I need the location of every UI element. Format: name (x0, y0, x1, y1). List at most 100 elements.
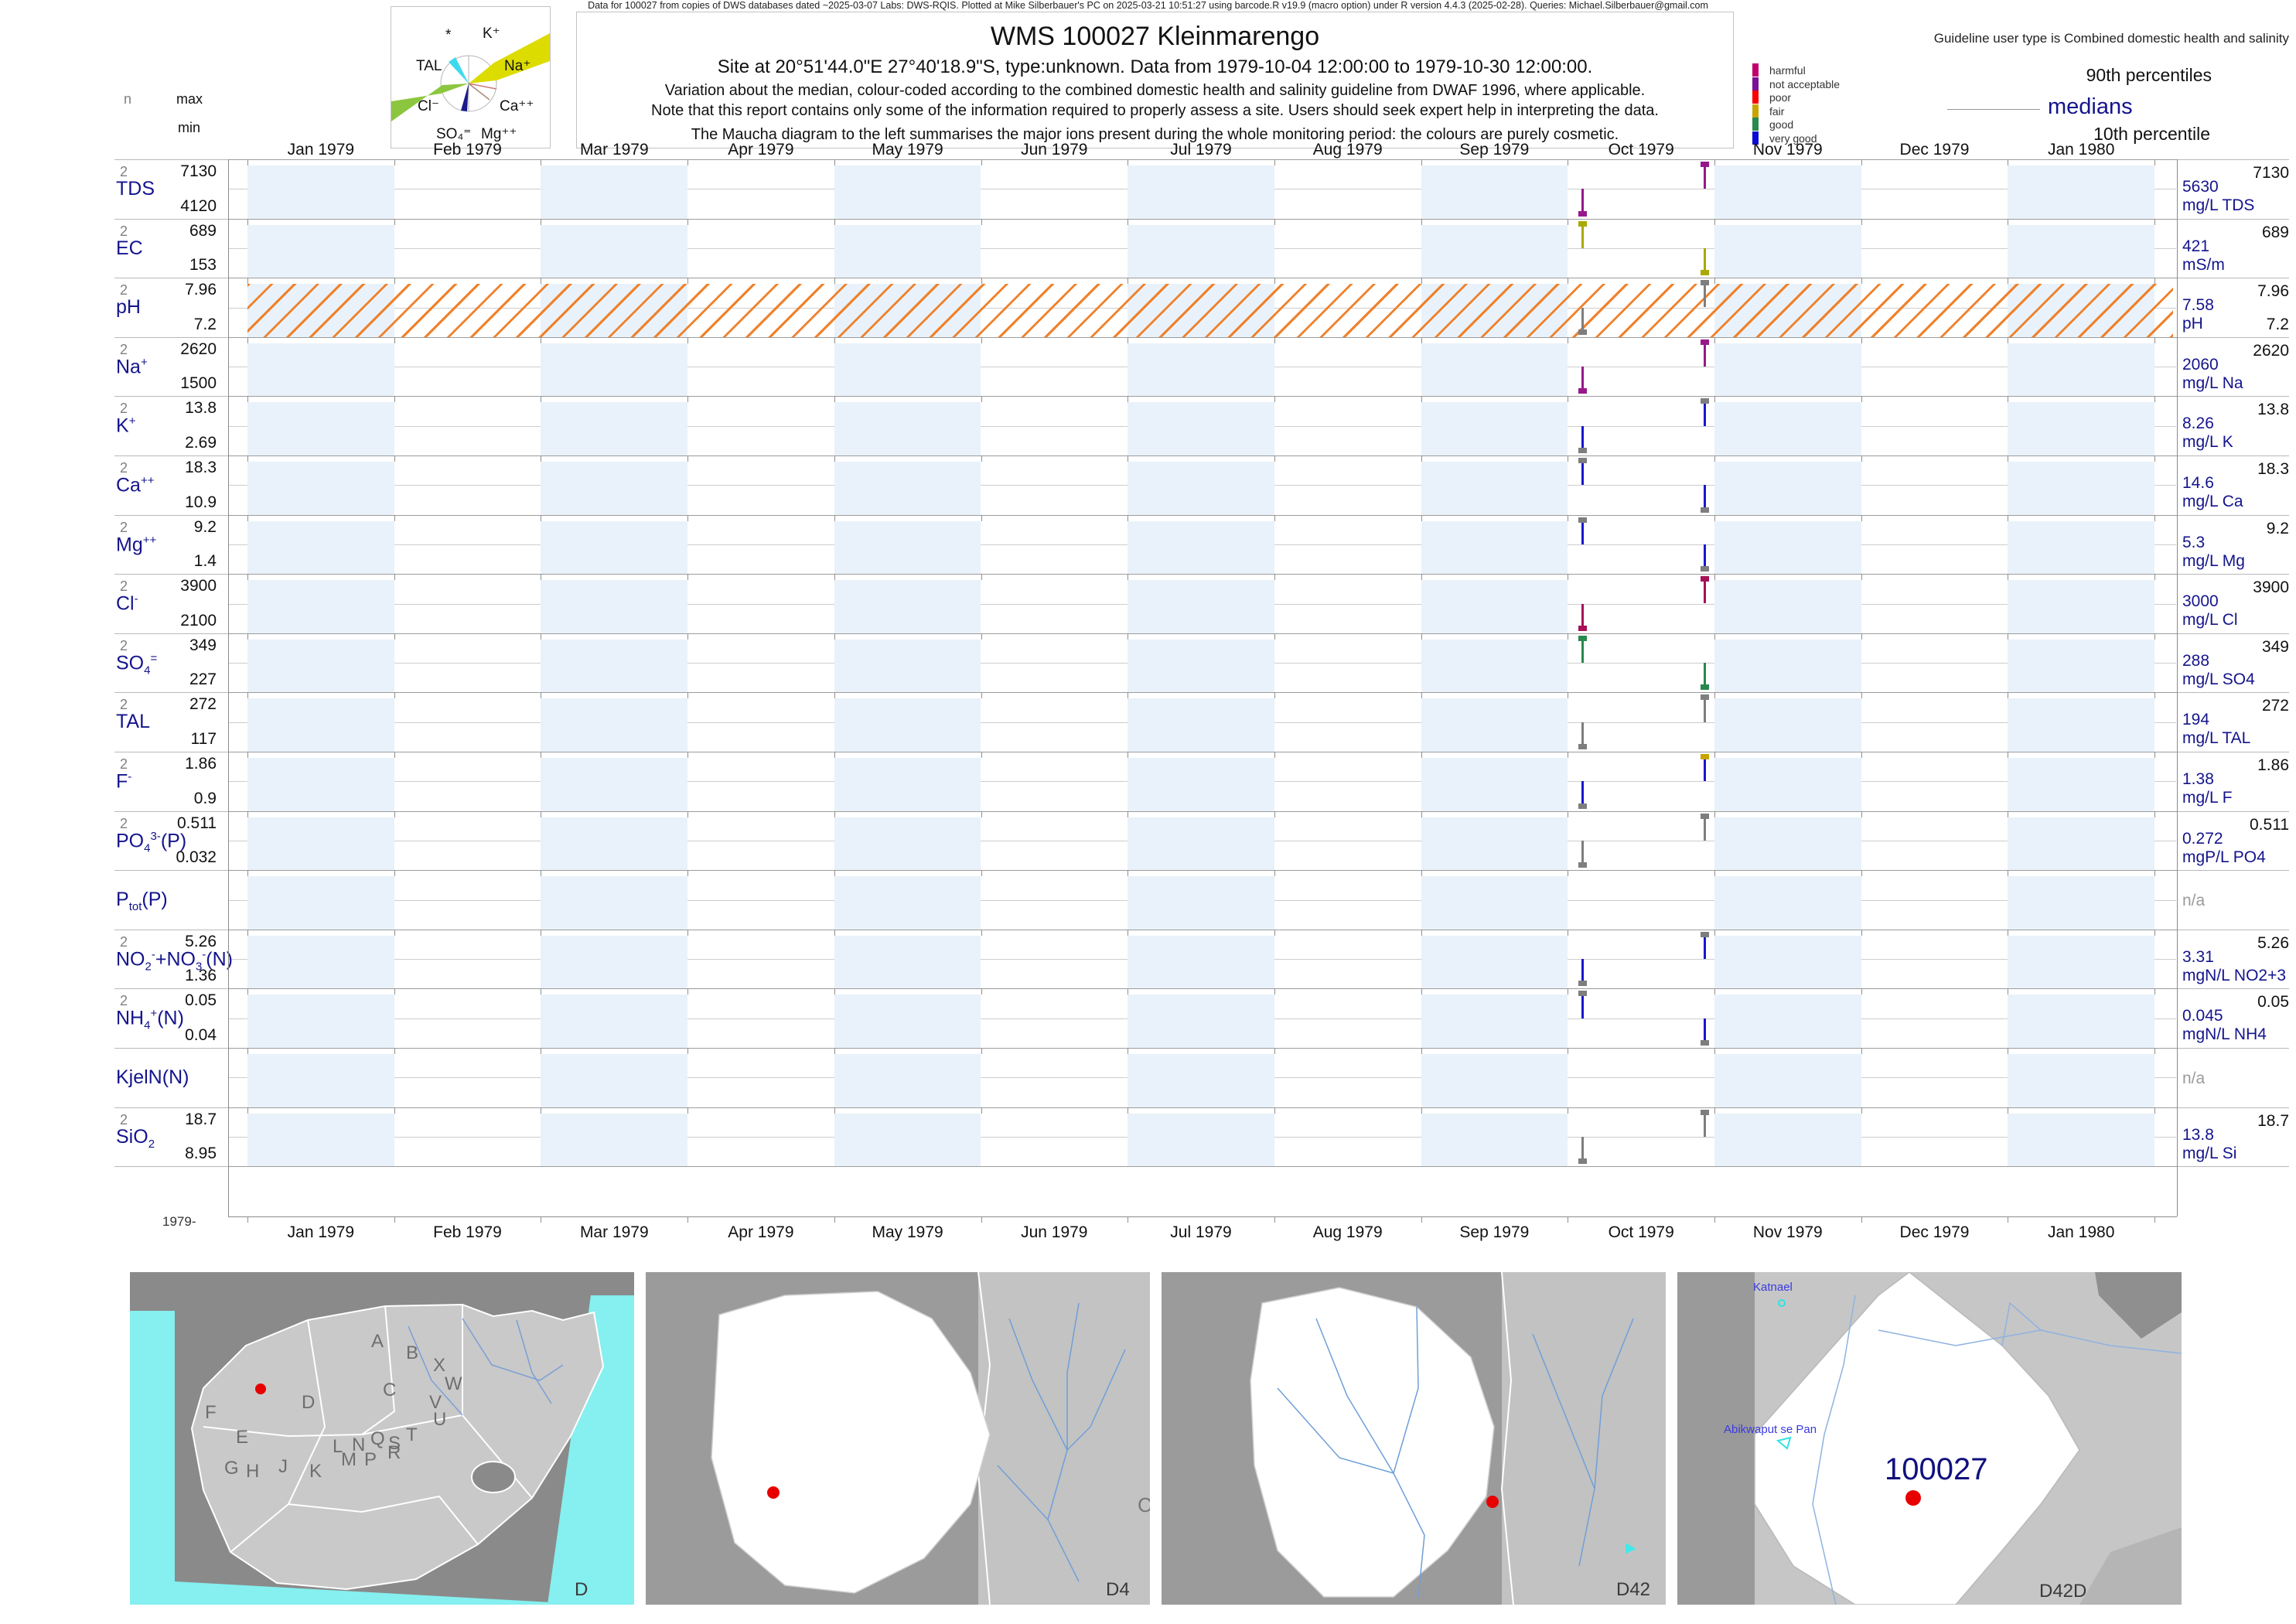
month-shade-band (1421, 402, 1568, 455)
guideline-level-label: very good (1769, 131, 1817, 145)
p10-label: 10th percentile (2093, 124, 2210, 144)
row-unit-label: mgP/L PO4 (2182, 848, 2266, 866)
row-boundary-line-plot (228, 159, 2177, 160)
month-shade-band (541, 224, 688, 278)
month-tick (1861, 988, 1862, 995)
row-max-value: 13.8 (185, 399, 217, 418)
month-tick (1274, 159, 1275, 165)
month-tick (1714, 514, 1715, 521)
month-tick (2154, 692, 2156, 699)
sample-range-bar (1703, 282, 1706, 308)
place-label: Katnael (1753, 1281, 1793, 1294)
row-parameter-label: F- (116, 770, 132, 793)
month-tick (394, 278, 395, 285)
row-right-max-value: 18.3 (2257, 460, 2289, 478)
page-title: WMS 100027 Kleinmarengo (990, 22, 1320, 51)
month-label-bottom: Apr 1979 (728, 1223, 794, 1241)
drainage-letter: L (333, 1436, 343, 1457)
month-label-top: Jul 1979 (1170, 141, 1232, 159)
row-max-value: 689 (189, 221, 217, 240)
month-shade-band (834, 402, 981, 455)
month-tick (2154, 396, 2156, 403)
row-parameter-label: KjelN(N) (116, 1066, 189, 1088)
drainage-letter: U (433, 1409, 446, 1430)
month-label-bottom: Jan 1979 (287, 1223, 355, 1241)
row-unit-label: mg/L TDS (2182, 196, 2255, 214)
row-not-available: n/a (2182, 1070, 2206, 1087)
month-tick (1861, 692, 1862, 699)
month-label-bottom: Jan 1980 (2047, 1223, 2115, 1241)
place-label: Abikwaput se Pan (1724, 1423, 1817, 1436)
month-tick (1714, 1107, 1715, 1114)
row-boundary-line-plot (228, 810, 2177, 812)
row-sample-count: 2 (120, 756, 128, 772)
month-shade-band (2008, 639, 2155, 693)
row-sample-count: 2 (120, 815, 128, 831)
sample-value-marker (1578, 862, 1587, 868)
country-landmass (190, 1303, 605, 1591)
row-unit-label: mg/L SO4 (2182, 670, 2255, 688)
month-shade-band (1714, 343, 1861, 397)
month-tick (394, 1048, 395, 1054)
sample-range-bar (1581, 367, 1584, 392)
row-unit-label: mg/L F (2182, 789, 2233, 807)
month-shade-band (834, 758, 981, 811)
sample-value-marker (1700, 566, 1709, 572)
sample-value-marker (1700, 931, 1709, 937)
row-parameter-label: Ptot(P) (116, 889, 168, 914)
sample-value-marker (1700, 684, 1709, 691)
month-tick (394, 1107, 395, 1114)
row-not-available: n/a (2182, 892, 2206, 910)
month-tick (1421, 870, 1422, 877)
guideline-level-label: poor (1769, 91, 1792, 104)
drainage-letter: A (371, 1331, 384, 1352)
bottom-axis-tick (1274, 1216, 1275, 1223)
bottom-axis-tick (834, 1216, 835, 1223)
month-shade-band (541, 462, 688, 515)
month-tick (687, 336, 689, 343)
month-tick (394, 218, 395, 225)
month-shade-band (2008, 520, 2155, 575)
maucha-ion-label: TAL (416, 58, 442, 74)
month-shade-band (541, 758, 688, 811)
row-median-value: 5.3 (2182, 533, 2206, 551)
month-tick (247, 692, 248, 699)
month-shade-band (2008, 343, 2155, 397)
month-tick (981, 810, 982, 817)
maucha-wedge-na (469, 33, 550, 84)
map-panel-id: D42 (1616, 1579, 1650, 1600)
month-tick (981, 633, 982, 640)
month-shade-band (834, 1113, 981, 1167)
month-label-top: Jan 1979 (287, 141, 355, 159)
month-tick (394, 929, 395, 936)
month-shade-band (1128, 1113, 1274, 1167)
month-tick (687, 752, 689, 758)
row-max-value: 7130 (180, 162, 217, 180)
row-right-max-value: 689 (2261, 223, 2289, 241)
month-tick (1421, 159, 1422, 165)
month-tick (1421, 218, 1422, 225)
month-tick (2154, 870, 2156, 877)
month-tick (247, 988, 248, 995)
month-tick (1421, 396, 1422, 403)
row-right-max-value: 0.05 (2257, 993, 2289, 1012)
month-label-bottom: Jun 1979 (1021, 1223, 1088, 1241)
row-boundary-line-plot (228, 1048, 2177, 1049)
sample-value-marker (1578, 1158, 1587, 1165)
month-shade-band (834, 165, 981, 219)
row-unit-label: pH (2182, 315, 2203, 333)
month-shade-band (1128, 639, 1274, 693)
subtitle-note: Note that this report contains only some… (651, 102, 1659, 119)
row-unit-label: mg/L Ca (2182, 493, 2243, 510)
month-shade-band (1421, 1113, 1568, 1167)
drainage-letter: M (341, 1449, 357, 1470)
month-shade-band (541, 165, 688, 219)
month-tick (687, 514, 689, 521)
row-sample-count: 2 (120, 697, 128, 713)
month-label-bottom: Sep 1979 (1459, 1223, 1530, 1241)
maucha-ion-label: SO₄⁼ (436, 126, 471, 142)
row-max-value: 18.7 (185, 1110, 217, 1128)
row-sample-count: 2 (120, 519, 128, 535)
month-shade-band (834, 876, 981, 930)
row-max-value: 9.2 (193, 517, 217, 536)
